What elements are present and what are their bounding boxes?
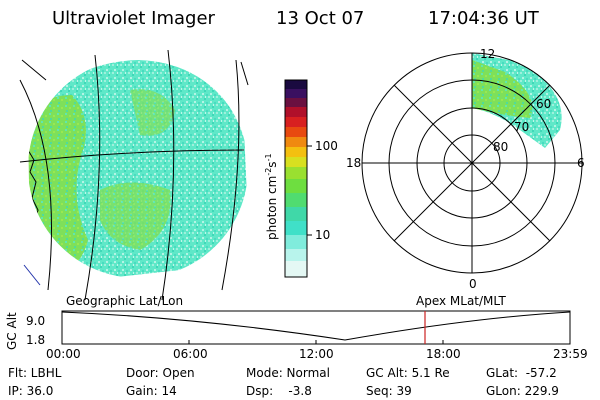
lat-label-80: 80 [493,140,509,154]
altitude-curve [61,311,571,341]
filter-status: Flt: LBHL [8,366,62,380]
glon-status: GLon: 229.9 [486,384,559,398]
door-status: Door: Open [126,366,195,380]
lat-label-60: 60 [536,97,552,111]
mlt-label-18: 18 [346,156,362,170]
orbit-x-tick-3: 18:00 [426,347,461,361]
dsp-status: Dsp: -3.8 [246,384,312,398]
colorbar [284,79,312,278]
geographic-image [19,49,249,301]
colorbar-tick-100: 100 [315,139,338,153]
gain-status: Gain: 14 [126,384,177,398]
orbit-right-title: Apex MLat/MLT [416,294,506,308]
mlt-label-0: 0 [469,277,477,291]
orbit-panel [61,310,571,345]
seq-status: Seq: 39 [366,384,412,398]
orbit-x-tick-1: 06:00 [173,347,208,361]
orbit-y-label: GC Alt [5,312,19,350]
instrument-title: Ultraviolet Imager [52,8,215,29]
colorbar-tick-10: 10 [315,228,331,242]
orbit-y-bottom: 1.8 [26,333,46,347]
orbit-x-tick-2: 12:00 [299,347,334,361]
gc-alt-status: GC Alt: 5.1 Re [366,366,450,380]
time-label: 17:04:36 UT [428,8,539,29]
orbit-y-top: 9.0 [26,314,46,328]
orbit-left-title: Geographic Lat/Lon [66,294,184,308]
mlt-label-12: 12 [480,47,496,61]
glat-status: GLat: -57.2 [486,366,557,380]
orbit-x-tick-4: 23:59 [553,347,588,361]
colorbar-unit-label: photon cm-2s-1 [264,153,279,240]
polar-plot [361,52,583,274]
date-label: 13 Oct 07 [276,8,365,29]
orbit-x-tick-0: 00:00 [46,347,81,361]
ip-status: IP: 36.0 [8,384,54,398]
lat-label-70: 70 [514,120,530,134]
mode-status: Mode: Normal [246,366,330,380]
mlt-label-6: 6 [577,156,585,170]
